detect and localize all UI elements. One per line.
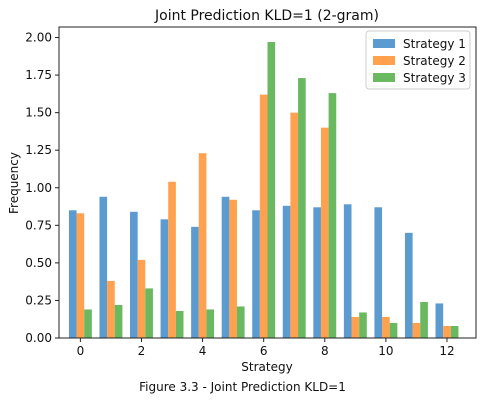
bar-series-2-x-8 <box>320 127 329 338</box>
bar-series-1-x-8 <box>313 207 321 338</box>
y-tick-label: 0.25 <box>25 293 52 307</box>
bar-series-1-x-12 <box>435 303 444 338</box>
x-axis-label: Strategy <box>241 360 292 374</box>
x-tick-label: 8 <box>321 344 329 358</box>
x-axis: 0 2 4 6 8 10 12 <box>77 338 455 358</box>
y-axis: 0.00 0.25 0.50 0.75 1.00 1.25 1.50 1.75 2.00 <box>25 31 59 345</box>
bar-series-1-x-11 <box>404 232 413 338</box>
bar-series-1-x-7 <box>282 205 291 338</box>
bar-series-3-x-7 <box>298 78 306 338</box>
bar-series-1-x-9 <box>343 204 352 338</box>
legend: Strategy 1 Strategy 2 Strategy 3 <box>365 30 471 90</box>
bar-chart: Joint Prediction KLD=1 (2-gram) 0 2 4 6 8 10 1… <box>7 8 477 374</box>
bar-series-3-x-5 <box>236 306 245 338</box>
legend-swatch-series-1 <box>373 39 395 48</box>
bar-series-1-x-0 <box>68 210 77 338</box>
bar-series-2-x-12 <box>443 325 451 338</box>
bar-series-1-x-4 <box>191 226 199 338</box>
y-tick-label: 0.50 <box>25 256 52 270</box>
bar-series-1-x-6 <box>252 210 260 338</box>
y-tick-label: 2.00 <box>25 31 52 45</box>
y-tick-label: 1.50 <box>25 106 52 120</box>
bar-series-3-x-2 <box>145 288 153 338</box>
x-tick-label: 4 <box>199 344 207 358</box>
bar-series-3-x-0 <box>84 309 92 338</box>
bar-series-2-x-1 <box>107 280 115 338</box>
bar-series-2-x-7 <box>290 112 299 338</box>
bar-series-2-x-4 <box>198 153 207 338</box>
bar-series-3-x-1 <box>114 304 123 338</box>
y-axis-label: Frequency <box>7 152 21 214</box>
legend-label-series-3: Strategy 3 <box>403 71 466 85</box>
bar-series-2-x-3 <box>168 181 176 338</box>
legend-label-series-2: Strategy 2 <box>403 54 466 68</box>
bar-series-1-x-1 <box>99 196 108 338</box>
bars-group <box>68 42 459 339</box>
y-tick-label: 0.75 <box>25 218 52 232</box>
x-tick-label: 2 <box>138 344 146 358</box>
y-tick-label: 1.75 <box>25 68 52 82</box>
x-tick-label: 0 <box>77 344 85 358</box>
bar-series-3-x-6 <box>267 42 276 339</box>
bar-series-2-x-5 <box>229 199 237 338</box>
y-tick-label: 0.00 <box>25 331 52 345</box>
bar-series-2-x-10 <box>382 316 390 338</box>
bar-series-3-x-3 <box>175 310 184 338</box>
bar-series-3-x-11 <box>420 301 428 338</box>
x-tick-label: 10 <box>378 344 393 358</box>
figure-caption: Figure 3.3 - Joint Prediction KLD=1 <box>139 380 346 394</box>
bar-series-1-x-10 <box>374 207 383 338</box>
bar-series-2-x-6 <box>259 94 268 338</box>
bar-series-3-x-10 <box>389 322 398 338</box>
y-tick-label: 1.25 <box>25 143 52 157</box>
bar-series-2-x-9 <box>351 316 360 338</box>
bar-series-3-x-4 <box>206 309 215 338</box>
legend-swatch-series-3 <box>373 73 395 82</box>
legend-swatch-series-2 <box>373 56 395 65</box>
y-tick-label: 1.00 <box>25 181 52 195</box>
bar-series-3-x-9 <box>359 312 367 338</box>
bar-series-1-x-2 <box>130 211 138 338</box>
x-tick-label: 12 <box>439 344 454 358</box>
bar-series-1-x-3 <box>160 219 169 338</box>
bar-series-3-x-8 <box>328 93 337 338</box>
bar-series-2-x-2 <box>137 259 146 338</box>
legend-label-series-1: Strategy 1 <box>403 37 466 51</box>
x-tick-label: 6 <box>260 344 268 358</box>
bar-series-2-x-0 <box>76 213 85 338</box>
bar-series-3-x-12 <box>450 325 459 338</box>
bar-series-1-x-5 <box>221 196 230 338</box>
bar-series-2-x-11 <box>412 322 421 338</box>
plot-frame <box>58 26 477 339</box>
chart-title: Joint Prediction KLD=1 (2-gram) <box>154 8 379 24</box>
